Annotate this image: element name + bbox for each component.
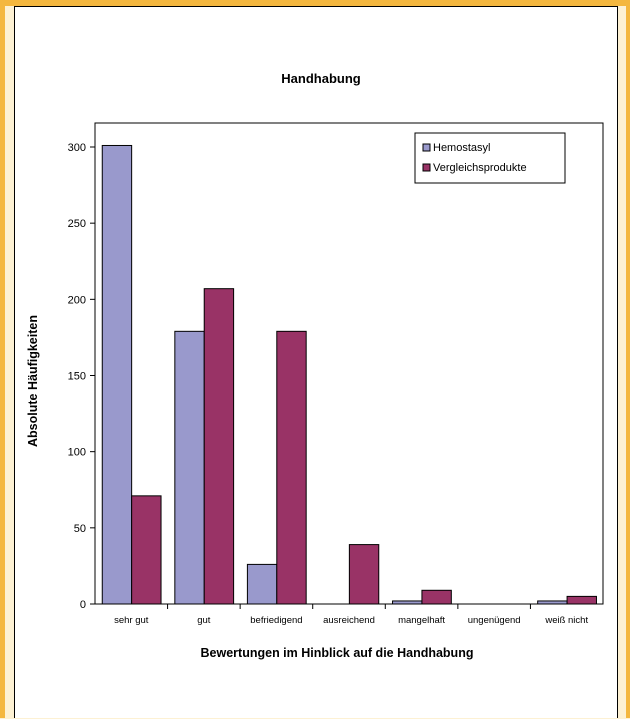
bar-vergleichsprodukte-7 — [566, 595, 597, 605]
bar-chart: Handhabung 0 50 100 150 200 250 300 sehr gut gu… — [26, 71, 604, 660]
y-tick-label: 250 — [68, 218, 86, 230]
x-tick-label: mangelhaft — [398, 615, 445, 626]
y-axis-label: Absolute Häufigkeiten — [26, 315, 40, 447]
chart-title: Handhabung — [281, 71, 360, 86]
y-tick-label: 100 — [68, 447, 86, 459]
x-axis-label: Bewertungen im Hinblick auf die Handhabu… — [201, 646, 474, 660]
bar-vergleichsprodukte-4 — [348, 544, 380, 605]
bar-hemostasyl-5 — [392, 600, 423, 605]
bar-hemostasyl-7 — [537, 600, 568, 605]
y-tick-label: 150 — [68, 371, 86, 383]
bar-hemostasyl-2 — [174, 330, 205, 605]
y-tick-label: 0 — [80, 599, 86, 611]
legend-swatch — [422, 143, 431, 152]
bars — [101, 144, 597, 605]
x-tick-label: ausreichend — [323, 615, 375, 626]
bar-hemostasyl-3 — [246, 563, 278, 605]
legend-label: Vergleichsprodukte — [433, 162, 527, 174]
legend-swatch — [422, 163, 431, 172]
x-tick-label: weiß nicht — [544, 615, 588, 626]
plot-frame — [94, 122, 604, 605]
x-tick-label: ungenügend — [468, 615, 521, 626]
x-tick-label: befriedigend — [250, 615, 302, 626]
x-axis: sehr gut gut befriedigend ausreichend mangel… — [114, 604, 588, 626]
x-tick-label: gut — [197, 615, 211, 626]
bar-vergleichsprodukte-1 — [131, 495, 162, 605]
bar-vergleichsprodukte-3 — [276, 330, 307, 605]
bar-vergleichsprodukte-2 — [203, 288, 235, 605]
y-tick-label: 300 — [68, 142, 86, 154]
legend-box — [414, 132, 566, 184]
legend-label: Hemostasyl — [433, 142, 490, 154]
plot-area — [94, 122, 604, 605]
y-axis: 0 50 100 150 200 250 300 — [68, 142, 95, 611]
legend: Hemostasyl Vergleichsprodukte — [414, 132, 566, 184]
bar-vergleichsprodukte-5 — [421, 589, 452, 605]
y-tick-label: 200 — [68, 294, 86, 306]
y-tick-label: 50 — [74, 523, 86, 535]
x-tick-label: sehr gut — [114, 615, 149, 626]
chart-panel: Handhabung 0 50 100 150 200 250 300 sehr gut gu… — [14, 6, 618, 718]
bar-hemostasyl-1 — [101, 144, 133, 605]
